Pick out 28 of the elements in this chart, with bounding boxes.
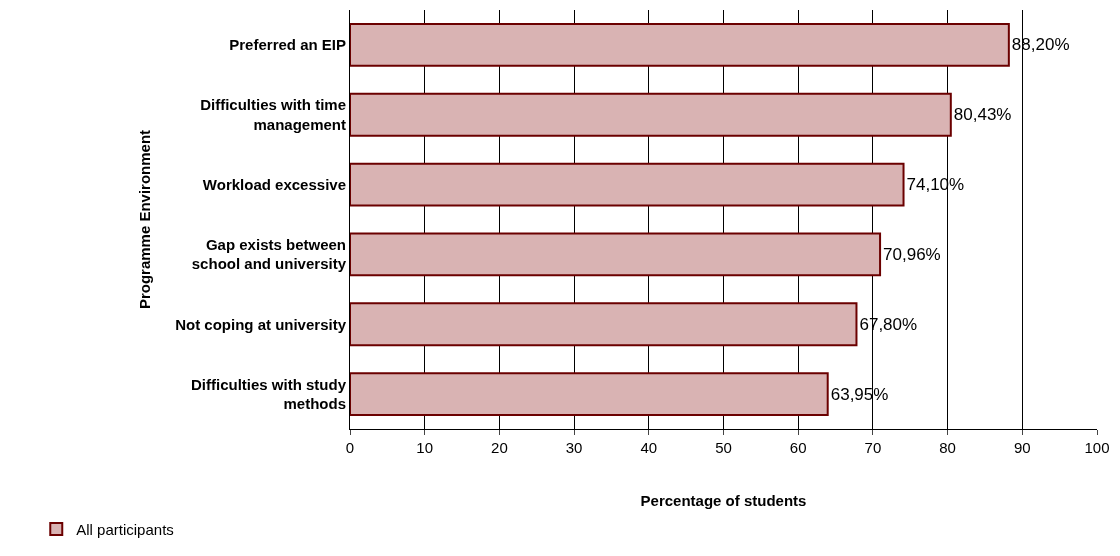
bar xyxy=(350,92,952,137)
x-tick-label: 70 xyxy=(864,439,882,456)
y-tick-label: Preferred an EIP xyxy=(229,36,346,54)
data-label: 80,43% xyxy=(953,105,1012,125)
x-tick-label: 90 xyxy=(1013,439,1031,456)
bar xyxy=(350,232,882,277)
x-tick-label: 0 xyxy=(345,439,355,456)
bar xyxy=(350,162,905,207)
legend-label: All participants xyxy=(76,520,174,538)
y-tick-label: Gap exists between school and university xyxy=(191,235,347,273)
x-tick-label: 60 xyxy=(789,439,807,456)
y-tick-label: Difficulties with time management xyxy=(200,96,346,133)
x-tick-label: 80 xyxy=(939,439,956,456)
y-axis-title: Programme Environment xyxy=(136,129,154,310)
data-label: 70,96% xyxy=(883,244,941,264)
x-axis-title: Percentage of students xyxy=(640,492,807,509)
bar xyxy=(350,22,1010,67)
y-tick-label: Not coping at university xyxy=(175,315,347,333)
y-tick-label: Difficulties with study methods xyxy=(190,375,347,413)
bar xyxy=(350,372,829,417)
bar xyxy=(350,302,858,347)
y-tick-label: Workload excessive xyxy=(202,175,346,193)
x-tick-label: 30 xyxy=(565,439,583,456)
x-tick-label: 100 xyxy=(1084,439,1110,456)
x-tick-label: 50 xyxy=(715,439,732,456)
x-tick-label: 40 xyxy=(640,439,658,456)
x-tick-label: 20 xyxy=(491,439,508,456)
x-tick-label: 10 xyxy=(416,439,434,456)
